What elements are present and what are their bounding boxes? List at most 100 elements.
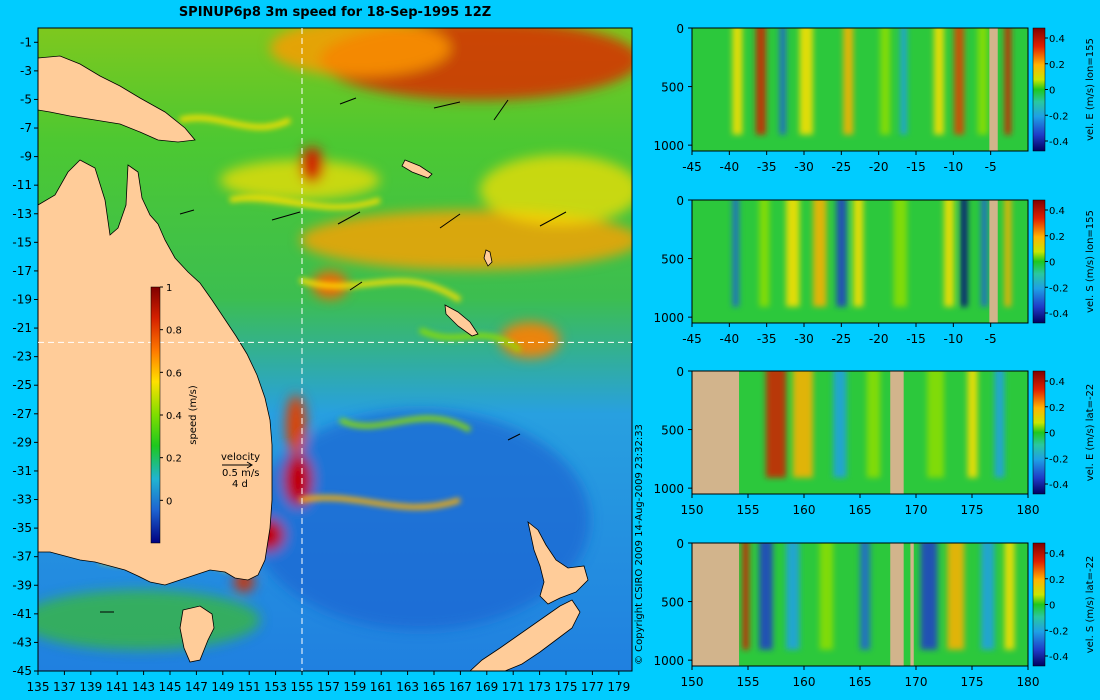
section-y-tick-label: 1000 — [653, 311, 684, 325]
velocity-arrow — [271, 211, 301, 221]
section-stripe — [732, 200, 740, 307]
section-stripe — [836, 200, 847, 307]
section-x-tick-label: 155 — [737, 503, 760, 517]
section-field — [692, 543, 1028, 666]
map-y-tick-label: -1 — [20, 35, 32, 49]
section-x-tick-label: -25 — [832, 160, 852, 174]
speed-field — [38, 28, 632, 671]
section-stripe — [792, 371, 813, 478]
section-colorbar-tick-label: 0.4 — [1049, 377, 1065, 388]
copyright-note: © Copyright CSIRO 2009 14-Aug-2009 23:32… — [634, 424, 645, 665]
new-zealand-south-island-land — [469, 599, 581, 671]
section-colorbar-tick-label: -0.4 — [1049, 309, 1069, 320]
section-background — [692, 28, 1028, 151]
section-x-tick-label: 175 — [961, 503, 984, 517]
section-stripe — [765, 371, 787, 478]
section-panel: -45 -40 -35 -30 -25 -20 -15 -10 -5 0 500 1000 0.4 0.2… — [653, 22, 1096, 174]
map-y-tick-label: -35 — [12, 521, 32, 535]
velocity-arrow — [439, 213, 461, 229]
section-x-tick-label: -30 — [794, 332, 814, 346]
section-land — [890, 371, 904, 494]
map-x-ticks: 135 137 139 141 143 145 147 149 151 153 155 157 159 1… — [27, 671, 630, 694]
section-colorbar-label: vel. S (m/s) lon=155 — [1085, 210, 1096, 313]
section-stripes — [742, 543, 1015, 650]
section-stripe — [1004, 28, 1012, 135]
section-y-tick-label: 1000 — [653, 482, 684, 496]
map-y-tick-label: -19 — [12, 292, 32, 306]
section-stripe — [759, 543, 773, 650]
section-land — [910, 543, 914, 666]
map-x-tick-label: 175 — [555, 680, 578, 694]
section-stripe — [755, 28, 766, 135]
section-colorbar-ramp — [1032, 542, 1046, 667]
map-x-tick-label: 151 — [238, 680, 261, 694]
section-stripe — [960, 200, 968, 307]
section-land — [692, 543, 740, 666]
speed-colorbar-ramp — [150, 286, 161, 544]
section-x-tick-label: -5 — [985, 160, 997, 174]
section-stripe — [944, 200, 955, 307]
section-x-tick-label: -10 — [944, 160, 964, 174]
section-colorbar-tick-label: 0 — [1049, 258, 1055, 269]
section-panel: 150 155 160 165 170 175 180 0 500 1000 0.4 0.2 0 -0.2… — [653, 537, 1096, 689]
map-y-tick-label: -43 — [12, 635, 32, 649]
section-y-tick-label: 0 — [676, 537, 684, 551]
section-x-tick-label: -35 — [757, 160, 777, 174]
velocity-legend: velocity 0.5 m/s 4 d — [221, 452, 260, 490]
section-stripe — [786, 543, 800, 650]
section-colorbar-label: vel. E (m/s) lon=155 — [1085, 38, 1096, 141]
map-panel: 135 137 139 141 143 145 147 149 151 153 155 157 159 1… — [12, 27, 633, 694]
section-land — [890, 543, 904, 666]
map-y-tick-label: -33 — [12, 493, 32, 507]
section-x-tick-label: 155 — [737, 675, 760, 689]
section-x-tick-label: -45 — [682, 332, 702, 346]
map-x-tick-label: 147 — [185, 680, 208, 694]
section-colorbar-tick-label: 0.4 — [1049, 34, 1065, 45]
section-panel: 150 155 160 165 170 175 180 0 500 1000 0.4 0.2 0 -0.2… — [653, 365, 1096, 517]
map-y-tick-label: -13 — [12, 207, 32, 221]
map-y-tick-label: -3 — [20, 64, 32, 78]
map-x-tick-label: 149 — [211, 680, 234, 694]
new-caledonia-land — [444, 304, 479, 337]
section-x-tick-label: 175 — [961, 675, 984, 689]
section-colorbar-tick-label: -0.2 — [1049, 111, 1069, 122]
section-stripe — [779, 28, 787, 135]
section-stripe — [954, 28, 965, 135]
section-panels: -45 -40 -35 -30 -25 -20 -15 -10 -5 0 500 1000 0.4 0.2… — [653, 22, 1096, 689]
section-field — [692, 371, 1028, 494]
velocity-arrow — [179, 209, 195, 215]
section-colorbar-tick-label: -0.2 — [1049, 454, 1069, 465]
velocity-arrow — [337, 211, 361, 225]
velocity-arrows — [100, 97, 567, 613]
section-colorbar-tick-label: 0.2 — [1049, 575, 1065, 586]
solomon-islands-land — [401, 159, 433, 179]
section-colorbar-tick-label: 0 — [1049, 86, 1055, 97]
speed-colorbar: 0 0.2 0.4 0.6 0.8 1 speed (m/s) — [150, 283, 199, 544]
map-x-tick-label: 179 — [607, 680, 630, 694]
map-x-tick-label: 157 — [317, 680, 340, 694]
velocity-arrow — [349, 281, 363, 291]
section-stripe — [732, 28, 743, 135]
speed-colorbar-ticks: 0 0.2 0.4 0.6 0.8 1 — [160, 283, 182, 507]
map-x-tick-label: 161 — [370, 680, 393, 694]
section-stripe — [786, 200, 800, 307]
speed-colorbar-label: speed (m/s) — [188, 385, 199, 445]
section-x-tick-label: 170 — [905, 675, 928, 689]
section-colorbar-ramp — [1032, 27, 1046, 152]
section-colorbar-tick-label: -0.2 — [1049, 626, 1069, 637]
section-colorbar-tick-label: 0.2 — [1049, 60, 1065, 71]
sec-band — [300, 210, 632, 270]
section-stripe — [819, 543, 834, 650]
section-x-tick-label: -20 — [869, 332, 889, 346]
section-stripe — [812, 200, 827, 307]
velocity-arrow — [433, 101, 461, 109]
section-colorbar-tick-label: -0.2 — [1049, 283, 1069, 294]
section-y-tick-label: 0 — [676, 22, 684, 36]
eac-core-1 — [284, 454, 312, 506]
section-stripe — [833, 371, 847, 478]
section-field — [692, 200, 1028, 323]
map-x-tick-label: 171 — [502, 680, 525, 694]
section-colorbar-tick-label: 0 — [1049, 601, 1055, 612]
section-frame — [691, 199, 1029, 324]
